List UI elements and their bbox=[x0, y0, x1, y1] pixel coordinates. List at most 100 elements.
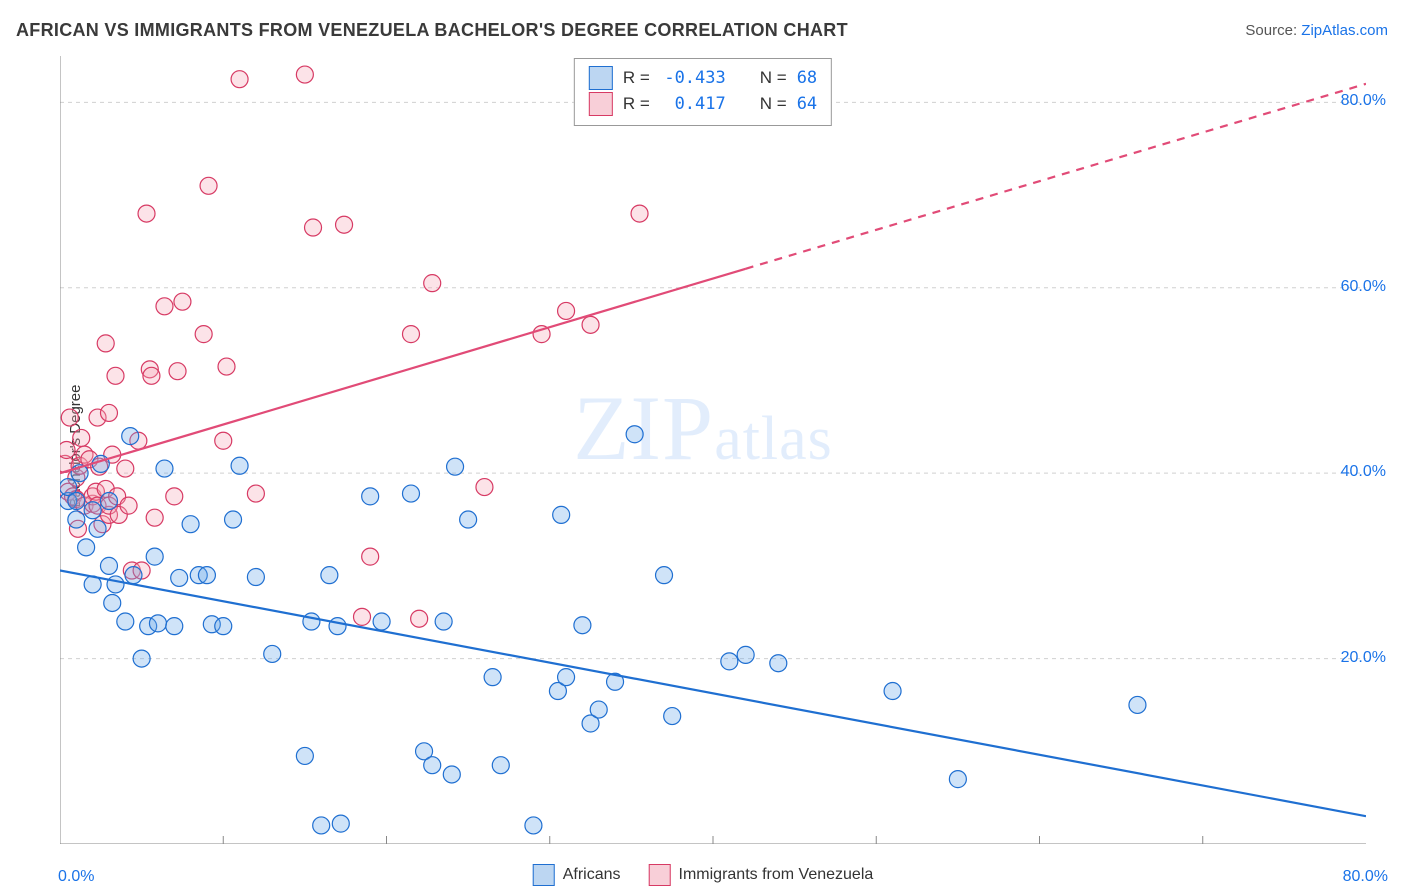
data-point bbox=[247, 569, 264, 586]
data-point bbox=[215, 432, 232, 449]
data-point bbox=[100, 492, 117, 509]
stat-r-label: R = bbox=[623, 65, 650, 91]
data-point bbox=[721, 653, 738, 670]
data-point bbox=[476, 479, 493, 496]
data-point bbox=[443, 766, 460, 783]
data-point bbox=[68, 511, 85, 528]
legend-swatch bbox=[533, 864, 555, 886]
series-swatch bbox=[589, 66, 613, 90]
data-point bbox=[149, 615, 166, 632]
data-point bbox=[631, 205, 648, 222]
data-point bbox=[117, 460, 134, 477]
data-point bbox=[218, 358, 235, 375]
data-point bbox=[138, 205, 155, 222]
data-point bbox=[737, 646, 754, 663]
data-point bbox=[171, 569, 188, 586]
data-point bbox=[200, 177, 217, 194]
stat-r-label: R = bbox=[623, 91, 650, 117]
legend-item: Immigrants from Venezuela bbox=[649, 864, 874, 886]
data-point bbox=[166, 488, 183, 505]
data-point bbox=[949, 771, 966, 788]
data-point bbox=[484, 669, 501, 686]
data-point bbox=[362, 548, 379, 565]
source-label: Source: bbox=[1245, 22, 1297, 39]
data-point bbox=[296, 747, 313, 764]
data-point bbox=[174, 293, 191, 310]
data-point bbox=[770, 655, 787, 672]
data-point bbox=[492, 757, 509, 774]
data-point bbox=[120, 497, 137, 514]
data-point bbox=[146, 548, 163, 565]
data-point bbox=[321, 567, 338, 584]
y-axis-tick: 80.0% bbox=[1341, 92, 1386, 110]
series-swatch bbox=[589, 92, 613, 116]
data-point bbox=[156, 460, 173, 477]
data-point bbox=[225, 511, 242, 528]
data-point bbox=[884, 683, 901, 700]
data-point bbox=[231, 457, 248, 474]
data-point bbox=[424, 757, 441, 774]
data-point bbox=[332, 815, 349, 832]
data-point bbox=[169, 363, 186, 380]
data-point bbox=[146, 509, 163, 526]
data-point bbox=[107, 367, 124, 384]
data-point bbox=[435, 613, 452, 630]
legend-item: Africans bbox=[533, 864, 621, 886]
data-point bbox=[61, 409, 78, 426]
data-point bbox=[247, 485, 264, 502]
data-point bbox=[117, 613, 134, 630]
stat-n-label: N = bbox=[760, 91, 787, 117]
source-attribution: Source: ZipAtlas.com bbox=[1245, 22, 1388, 39]
data-point bbox=[525, 817, 542, 834]
data-point bbox=[166, 618, 183, 635]
data-point bbox=[354, 608, 371, 625]
y-axis-tick: 20.0% bbox=[1341, 649, 1386, 667]
data-point bbox=[303, 613, 320, 630]
watermark: ZIPatlas bbox=[573, 375, 833, 481]
data-point bbox=[264, 645, 281, 662]
stat-r-value: -0.433 bbox=[660, 65, 726, 91]
data-point bbox=[231, 71, 248, 88]
data-point bbox=[68, 492, 85, 509]
data-point bbox=[402, 326, 419, 343]
data-point bbox=[156, 298, 173, 315]
data-point bbox=[1129, 696, 1146, 713]
data-point bbox=[558, 302, 575, 319]
data-point bbox=[60, 442, 75, 459]
data-point bbox=[590, 701, 607, 718]
trend-line-extrapolated bbox=[746, 84, 1366, 269]
data-point bbox=[195, 326, 212, 343]
x-axis-tick-min: 0.0% bbox=[58, 868, 94, 886]
data-point bbox=[336, 216, 353, 233]
data-point bbox=[305, 219, 322, 236]
series-legend: Africans Immigrants from Venezuela bbox=[533, 864, 874, 886]
data-point bbox=[313, 817, 330, 834]
data-point bbox=[296, 66, 313, 83]
legend-label: Africans bbox=[563, 866, 621, 883]
data-point bbox=[122, 428, 139, 445]
data-point bbox=[424, 275, 441, 292]
data-point bbox=[329, 618, 346, 635]
source-link[interactable]: ZipAtlas.com bbox=[1301, 22, 1388, 39]
data-point bbox=[553, 506, 570, 523]
stat-row: R =0.417N =64 bbox=[589, 91, 817, 117]
data-point bbox=[664, 708, 681, 725]
data-point bbox=[198, 567, 215, 584]
data-point bbox=[411, 610, 428, 627]
chart-title: AFRICAN VS IMMIGRANTS FROM VENEZUELA BAC… bbox=[16, 20, 848, 41]
data-point bbox=[656, 567, 673, 584]
data-point bbox=[373, 613, 390, 630]
stat-n-label: N = bbox=[760, 65, 787, 91]
x-axis-tick-max: 80.0% bbox=[1343, 868, 1388, 886]
data-point bbox=[100, 557, 117, 574]
correlation-stats-box: R =-0.433N =68R =0.417N =64 bbox=[574, 58, 832, 126]
data-point bbox=[100, 404, 117, 421]
data-point bbox=[574, 617, 591, 634]
data-point bbox=[89, 520, 106, 537]
data-point bbox=[447, 458, 464, 475]
trend-line bbox=[60, 571, 1366, 817]
data-point bbox=[78, 539, 95, 556]
stat-row: R =-0.433N =68 bbox=[589, 65, 817, 91]
data-point bbox=[215, 618, 232, 635]
legend-label: Immigrants from Venezuela bbox=[679, 866, 874, 883]
